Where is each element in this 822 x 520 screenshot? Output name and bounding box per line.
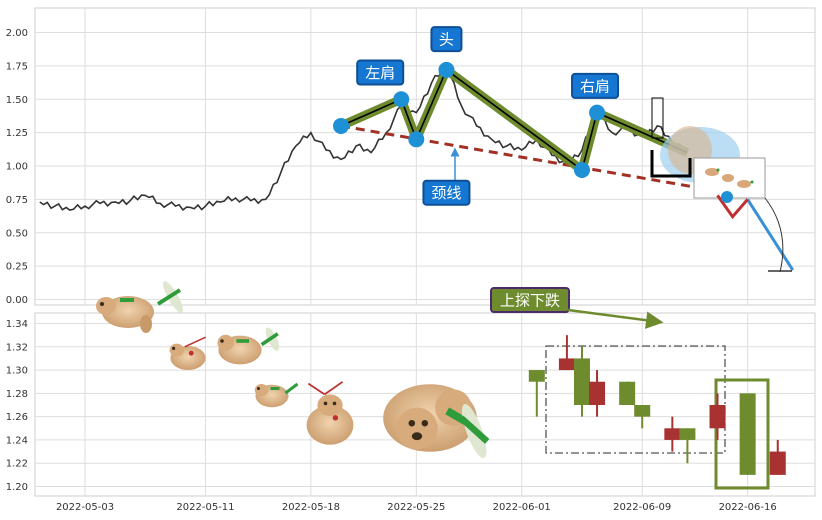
x-tick-label: 2022-06-09 — [613, 502, 671, 513]
candle-body — [619, 381, 636, 405]
dashdot-box — [545, 345, 726, 454]
pattern-marker — [573, 162, 590, 179]
bottom-arrow — [567, 308, 664, 329]
trend-step-line — [650, 150, 692, 178]
candle-body — [769, 451, 786, 475]
candle-body — [528, 370, 545, 382]
x-tick-label: 2022-05-18 — [282, 502, 340, 513]
x-tick-label: 2022-06-01 — [493, 502, 551, 513]
candle-body — [679, 428, 696, 440]
bottom-y-tick-label: 1.22 — [6, 459, 28, 470]
candle-body — [664, 428, 681, 440]
pattern-marker — [333, 117, 350, 134]
annotation-label: 颈线 — [431, 184, 461, 202]
x-tick-label: 2022-05-03 — [56, 502, 114, 513]
annotation-label-bg — [430, 26, 463, 53]
annotation-label: 上探下跌 — [500, 292, 560, 310]
x-tick-label: 2022-05-25 — [387, 502, 445, 513]
top-y-tick-label: 1.25 — [6, 128, 28, 139]
candle-body — [573, 358, 590, 405]
price-line — [39, 64, 688, 212]
neckline — [340, 124, 728, 195]
bottom-grid — [35, 313, 815, 496]
top-y-tick-label: 0.75 — [6, 195, 28, 206]
pattern-marker — [393, 91, 410, 108]
candle-body — [739, 393, 756, 475]
annotation-label-bg — [571, 72, 620, 99]
annotation-label: 头 — [439, 31, 454, 49]
bottom-y-tick-label: 1.24 — [6, 435, 28, 446]
bottom-y-tick-label: 1.30 — [6, 366, 28, 377]
bottom-x-tick-labels: 2022-05-03 2022-05-11 2022-05-18 2022-05-25… — [56, 502, 777, 513]
x-tick-label: 2022-05-11 — [176, 502, 234, 513]
top-y-tick-label: 1.50 — [6, 95, 28, 106]
top-y-tick-label: 1.00 — [6, 162, 28, 173]
dog-decoration — [96, 281, 490, 459]
candle-body — [589, 381, 606, 405]
top-y-tick-label: 1.75 — [6, 61, 28, 72]
projection-marker — [721, 191, 733, 203]
top-y-tick-labels: 0.00 0.25 0.50 0.75 1.00 1.25 1.50 1.75 2.00 — [6, 28, 28, 306]
top-y-tick-label: 0.50 — [6, 228, 28, 239]
pattern-marker — [589, 104, 606, 121]
candlesticks — [528, 335, 786, 475]
projection-down — [716, 194, 749, 220]
projection-arc — [764, 197, 784, 273]
annotation-label: 右肩 — [580, 77, 610, 95]
top-y-tick-label: 0.25 — [6, 262, 28, 273]
small-box-1 — [651, 97, 664, 139]
annotation-label-bg — [490, 287, 570, 313]
bottom-y-tick-label: 1.34 — [6, 319, 28, 330]
thumbnail-dogs — [705, 168, 754, 188]
annotation-label: 左肩 — [365, 64, 395, 82]
pattern-marker — [438, 61, 455, 78]
green-highlight-box — [714, 378, 770, 490]
bottom-y-tick-label: 1.32 — [6, 342, 28, 353]
top-y-tick-label: 2.00 — [6, 28, 28, 39]
pattern-markers — [333, 61, 606, 179]
projection-line — [746, 198, 795, 271]
x-tick-label: 2022-06-16 — [719, 502, 777, 513]
annotation-label-bg — [422, 179, 471, 206]
top-y-tick-label: 0.00 — [6, 295, 28, 306]
candle-body — [634, 405, 651, 417]
bottom-y-tick-label: 1.20 — [6, 482, 28, 493]
bottom-y-tick-labels: 1.20 1.22 1.24 1.26 1.28 1.30 1.32 1.34 — [6, 319, 28, 493]
candle-body — [558, 358, 575, 371]
bottom-annotations: 上探下跌 — [490, 287, 570, 313]
bottom-y-tick-label: 1.28 — [6, 389, 28, 400]
candle-body — [709, 405, 726, 429]
annotation-label-bg — [356, 59, 405, 86]
bottom-y-tick-label: 1.26 — [6, 412, 28, 423]
pattern-marker — [408, 131, 425, 148]
